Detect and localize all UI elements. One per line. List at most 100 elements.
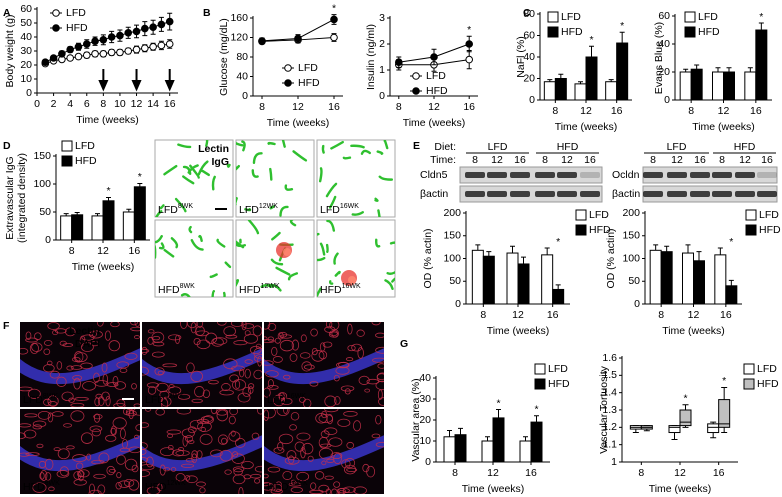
box bbox=[718, 399, 731, 428]
vessel bbox=[198, 234, 203, 242]
bar bbox=[60, 215, 73, 241]
error-bar bbox=[447, 430, 452, 437]
stain-legend: Lectin bbox=[198, 143, 229, 155]
vessel bbox=[271, 231, 281, 241]
vessel bbox=[133, 335, 140, 340]
vessel bbox=[357, 347, 364, 359]
vessel bbox=[44, 472, 52, 481]
vessel bbox=[364, 388, 371, 393]
vessel bbox=[163, 248, 175, 258]
vessel bbox=[338, 361, 350, 368]
vessel bbox=[343, 464, 357, 475]
vessel bbox=[267, 378, 274, 388]
vessel bbox=[272, 483, 283, 492]
vessel bbox=[196, 481, 206, 487]
vessel bbox=[221, 383, 231, 391]
data-point bbox=[74, 43, 83, 51]
time-label: 12 bbox=[739, 154, 751, 166]
error-bar bbox=[63, 213, 69, 216]
vessel bbox=[233, 468, 243, 476]
vessel bbox=[168, 386, 182, 395]
blot-band bbox=[510, 191, 530, 197]
y-tick-label: 30 bbox=[419, 393, 431, 405]
vessel bbox=[115, 482, 122, 490]
vessel bbox=[345, 357, 354, 362]
vessel bbox=[310, 328, 318, 337]
vessel bbox=[375, 414, 382, 425]
vessel bbox=[286, 450, 297, 461]
error-bar bbox=[74, 212, 80, 215]
vessel bbox=[174, 197, 187, 213]
dapi-layer bbox=[142, 435, 262, 472]
vessel bbox=[223, 358, 238, 370]
x-tick-label: 12 bbox=[97, 245, 109, 257]
vessel bbox=[224, 261, 232, 269]
vessel bbox=[66, 365, 74, 371]
whisker bbox=[710, 432, 717, 439]
y-tick-label: 40 bbox=[419, 372, 431, 384]
x-tick-label: 16 bbox=[463, 101, 475, 113]
error-bar bbox=[106, 196, 111, 201]
vessel bbox=[199, 433, 213, 445]
x-tick-label: 12 bbox=[718, 105, 730, 117]
vessel bbox=[236, 197, 238, 206]
error-bar bbox=[589, 45, 594, 57]
vessel bbox=[152, 341, 165, 347]
vessel bbox=[110, 425, 117, 436]
significance: * bbox=[722, 375, 726, 387]
error-bar bbox=[653, 244, 659, 251]
vessel bbox=[310, 482, 317, 491]
vessel bbox=[112, 417, 127, 429]
image-label: LFD8WK bbox=[158, 203, 193, 216]
vessel bbox=[47, 395, 59, 407]
vessel bbox=[36, 443, 44, 449]
x-tick-label: 12 bbox=[580, 105, 592, 117]
y-tick-label: 1.6 bbox=[602, 352, 617, 364]
legend-label: LFD bbox=[66, 7, 86, 19]
legend-label: LFD bbox=[698, 11, 718, 23]
vessel bbox=[61, 391, 74, 402]
vessel bbox=[20, 347, 29, 355]
significance: * bbox=[534, 404, 538, 416]
y-tick-label: 1.1 bbox=[602, 438, 617, 450]
blot-band bbox=[712, 172, 732, 178]
vessel bbox=[194, 386, 205, 398]
vessel bbox=[212, 337, 228, 345]
legend-label: HFD bbox=[66, 22, 88, 34]
vessel bbox=[319, 242, 326, 256]
bar bbox=[482, 255, 495, 305]
vessel bbox=[353, 486, 367, 494]
group-label: HFD bbox=[734, 141, 756, 153]
legend-label: LFD bbox=[426, 70, 446, 82]
vessel bbox=[378, 175, 394, 181]
label-base: HFD bbox=[267, 481, 289, 493]
legend-label: HFD bbox=[698, 26, 720, 38]
vessel bbox=[264, 482, 275, 491]
vessel bbox=[299, 352, 311, 359]
legend-label: LFD bbox=[757, 363, 777, 375]
y-tick-label: 150 bbox=[622, 230, 640, 242]
x-tick-label: 16 bbox=[547, 309, 559, 321]
y-tick-label: 30 bbox=[20, 45, 32, 57]
y-axis-title: Extravascular IgG bbox=[4, 156, 16, 239]
error-bar bbox=[726, 67, 732, 72]
legend-label: HFD bbox=[426, 85, 448, 97]
vessel bbox=[333, 481, 341, 488]
vessel bbox=[157, 483, 163, 492]
vessel bbox=[73, 478, 87, 486]
vessel bbox=[108, 468, 117, 473]
vessel bbox=[25, 331, 32, 340]
vessel bbox=[187, 426, 197, 434]
vessel bbox=[242, 386, 252, 398]
vessel bbox=[384, 279, 394, 290]
dapi-layer bbox=[142, 348, 262, 385]
vessel bbox=[75, 462, 84, 470]
legend-label: LFD bbox=[759, 209, 779, 221]
vessel bbox=[168, 334, 182, 341]
error-bar bbox=[521, 256, 526, 264]
x-tick-label: 12 bbox=[688, 309, 700, 321]
vessel bbox=[317, 232, 320, 236]
vessel bbox=[217, 322, 227, 326]
protein-label: βactin bbox=[612, 188, 640, 200]
vessel bbox=[162, 363, 178, 368]
